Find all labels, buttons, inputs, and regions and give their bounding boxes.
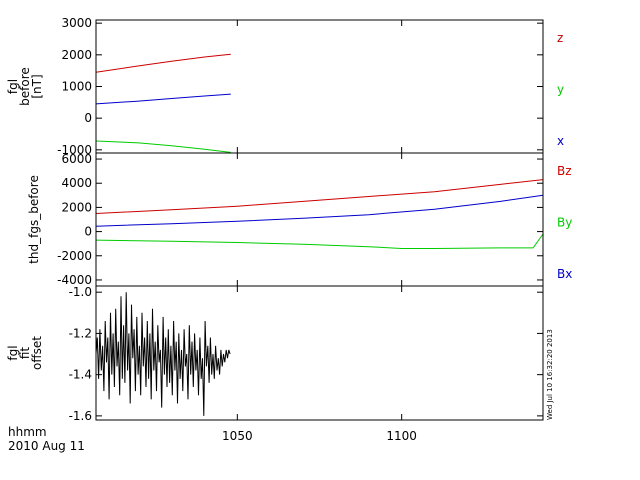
panel3-ytick-label: -1.2 (69, 326, 92, 340)
panel1-ytick-label: 1000 (61, 80, 92, 94)
panel1-legend-z: z (557, 31, 563, 45)
panel3-ylabel: offset (30, 336, 44, 370)
xtick-label: 1050 (222, 429, 253, 443)
panel2-series-bx (95, 194, 544, 227)
creation-timestamp: Wed Jul 10 16:32:20 2013 (546, 329, 554, 420)
panel1-series-z (95, 53, 231, 73)
panel3-ytick-label: -1.0 (69, 285, 92, 299)
xtick-label: 1100 (386, 429, 417, 443)
panel1-frame (95, 19, 544, 154)
panel2-legend-by: By (557, 216, 572, 230)
panel1-ylabel: [nT] (30, 74, 44, 98)
panel2-series-by (95, 233, 544, 249)
panel2-legend-bx: Bx (557, 267, 572, 281)
panel1-ytick-label: 0 (84, 111, 92, 125)
panel1-ytick-label: 3000 (61, 16, 92, 30)
panel1-series-y (95, 140, 231, 153)
panel2-ytick-label: 6000 (61, 152, 92, 166)
panel3-series-offset (95, 292, 231, 416)
panel2-ytick-label: 2000 (61, 200, 92, 214)
panel2-ytick-label: 4000 (61, 176, 92, 190)
panel3-ytick-label: -1.6 (69, 409, 92, 423)
panel1-ylabel: fgl (6, 79, 20, 94)
panel3-ylabel: fgl (6, 345, 20, 360)
panel1-ylabel: before (18, 67, 32, 106)
panel3-frame (95, 285, 544, 421)
panel2-ytick-label: -4000 (57, 273, 92, 287)
panel1-ytick-label: -1000 (57, 143, 92, 157)
time-axis-label: hhmm (8, 425, 47, 439)
panel2-series-bz (95, 179, 544, 214)
date-label: 2010 Aug 11 (8, 439, 85, 453)
panel3-ytick-label: -1.4 (69, 368, 92, 382)
panel1-ytick-label: 2000 (61, 48, 92, 62)
panel2-ytick-label: 0 (84, 225, 92, 239)
panel1-series-x (95, 93, 231, 105)
panel2-frame (95, 152, 544, 287)
panel2-legend-bz: Bz (557, 164, 572, 178)
panel1-legend-y: y (557, 83, 564, 97)
panel2-ylabel: thd_fgs_before (27, 175, 41, 264)
panel1-legend-x: x (557, 134, 564, 148)
panel3-ylabel: fit (18, 347, 32, 360)
panel2-ytick-label: -2000 (57, 249, 92, 263)
